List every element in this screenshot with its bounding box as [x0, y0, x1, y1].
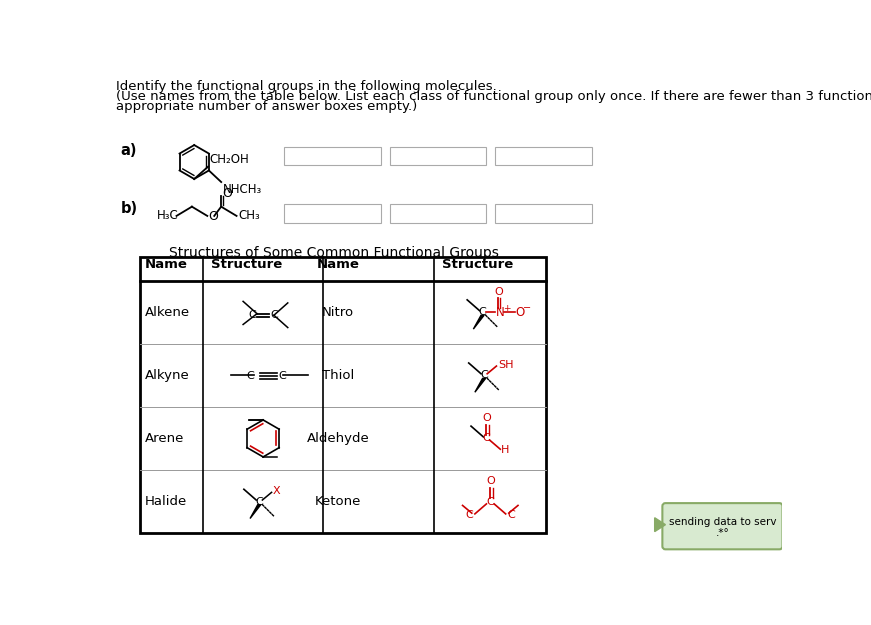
Text: C: C: [248, 310, 256, 320]
Text: C: C: [279, 371, 287, 381]
Text: Thiol: Thiol: [322, 369, 354, 382]
Text: O: O: [495, 287, 503, 297]
Text: a): a): [120, 142, 137, 158]
Text: Nitro: Nitro: [322, 306, 354, 319]
Bar: [140, 258, 546, 533]
Bar: [284, 147, 381, 165]
Text: CH₃: CH₃: [238, 209, 260, 222]
Text: Alkene: Alkene: [145, 306, 190, 319]
Text: Structure: Structure: [442, 258, 513, 271]
Text: Aldehyde: Aldehyde: [307, 432, 369, 445]
Text: Identify the functional groups in the following molecules.: Identify the functional groups in the fo…: [117, 81, 497, 93]
Text: C: C: [255, 497, 263, 507]
Text: C: C: [270, 310, 278, 320]
Bar: [390, 147, 486, 165]
Polygon shape: [655, 518, 665, 532]
Text: X: X: [273, 486, 280, 496]
Bar: [496, 204, 591, 223]
Polygon shape: [475, 378, 486, 392]
Text: SH: SH: [498, 359, 514, 369]
Text: b): b): [120, 201, 138, 216]
Text: NHCH₃: NHCH₃: [223, 182, 262, 196]
Text: C: C: [246, 371, 253, 381]
Text: C: C: [466, 509, 473, 519]
Text: Name: Name: [317, 258, 360, 271]
Text: H: H: [501, 445, 510, 455]
Polygon shape: [473, 315, 484, 329]
Text: O: O: [208, 210, 218, 223]
Text: O: O: [487, 476, 496, 486]
Text: −: −: [523, 303, 530, 313]
Text: Halide: Halide: [145, 495, 187, 508]
Text: H₃C: H₃C: [158, 209, 179, 222]
Text: .*°: .*°: [716, 528, 729, 538]
Text: sending data to serv: sending data to serv: [669, 517, 776, 527]
Text: Alkyne: Alkyne: [145, 369, 190, 382]
Text: C: C: [479, 307, 486, 317]
Text: Arene: Arene: [145, 432, 185, 445]
Bar: [284, 204, 381, 223]
Text: C: C: [507, 509, 515, 519]
Text: C: C: [483, 434, 490, 444]
Bar: [390, 204, 486, 223]
Text: (Use names from the table below. List each class of functional group only once. : (Use names from the table below. List ea…: [117, 91, 871, 103]
Text: O: O: [222, 187, 232, 200]
Text: +: +: [503, 304, 510, 312]
Text: Structures of Some Common Functional Groups: Structures of Some Common Functional Gro…: [170, 246, 499, 260]
Text: C: C: [486, 497, 494, 507]
FancyBboxPatch shape: [662, 503, 782, 549]
Text: Ketone: Ketone: [315, 495, 361, 508]
Text: N: N: [496, 306, 504, 319]
Text: appropriate number of answer boxes empty.): appropriate number of answer boxes empty…: [117, 101, 418, 113]
Text: C: C: [480, 370, 488, 380]
Text: O: O: [483, 413, 491, 423]
Text: Name: Name: [145, 258, 188, 271]
Text: Structure: Structure: [211, 258, 282, 271]
Polygon shape: [250, 504, 260, 519]
Text: CH₂OH: CH₂OH: [210, 153, 249, 166]
Bar: [496, 147, 591, 165]
Text: O: O: [516, 306, 525, 319]
